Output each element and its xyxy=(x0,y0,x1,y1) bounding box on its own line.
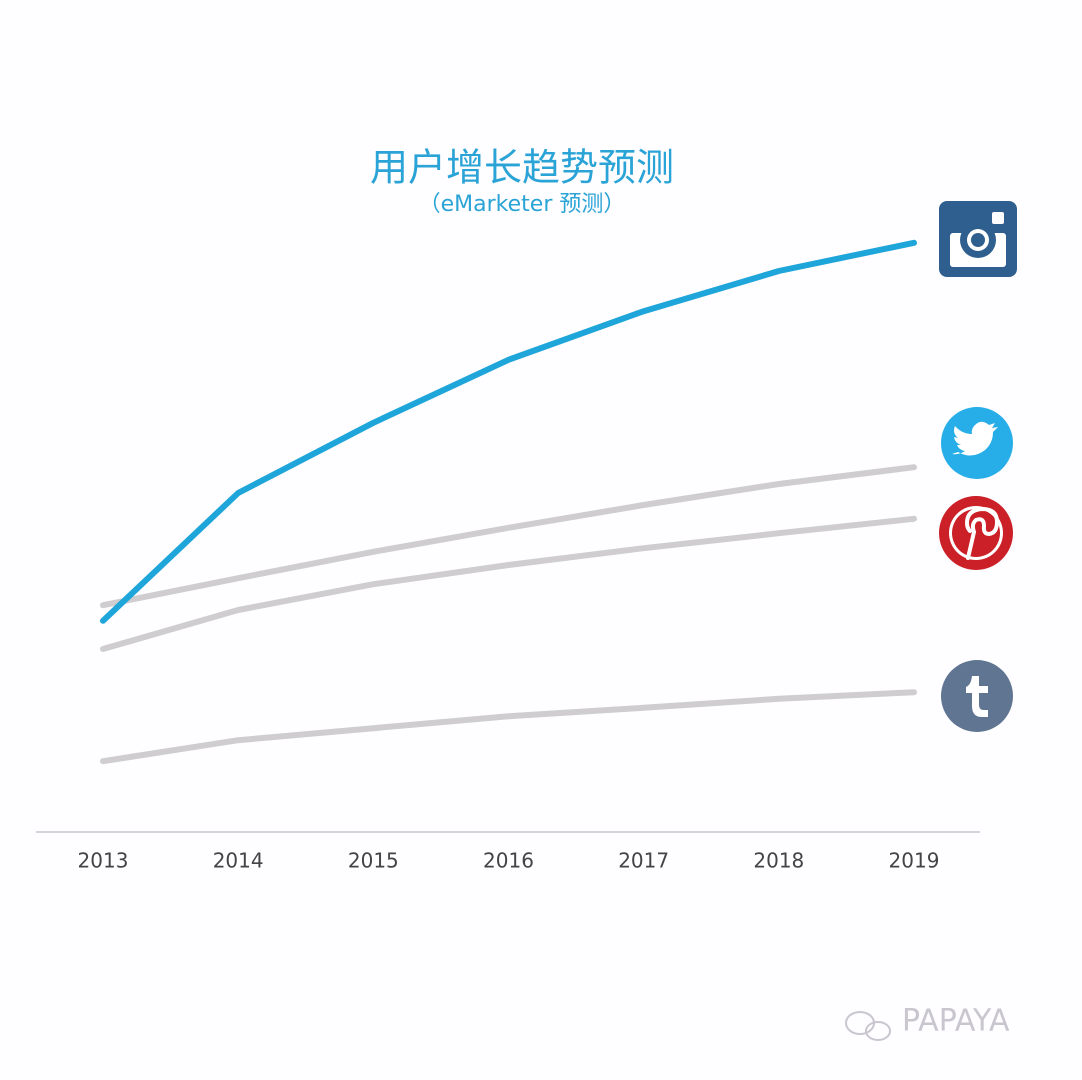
instagram-icon xyxy=(939,201,1017,277)
tumblr-icon xyxy=(941,660,1013,732)
pinterest-icon xyxy=(939,496,1013,570)
x-tick-label: 2015 xyxy=(348,849,399,873)
x-tick-label: 2014 xyxy=(213,849,264,873)
series-line xyxy=(100,239,917,624)
chart-title: 用户增长趋势预测 xyxy=(370,146,674,190)
series-line xyxy=(100,689,917,765)
x-tick-label: 2013 xyxy=(78,849,129,873)
watermark: PAPAYA xyxy=(845,1004,1010,1041)
x-tick-label: 2017 xyxy=(618,849,669,873)
series-line xyxy=(100,464,917,609)
watermark-text: PAPAYA xyxy=(902,1004,1010,1039)
x-tick-label: 2018 xyxy=(753,849,804,873)
x-tick-label: 2016 xyxy=(483,849,534,873)
twitter-icon xyxy=(941,407,1013,479)
series-line xyxy=(100,515,917,652)
x-tick-label: 2019 xyxy=(889,849,940,873)
chart-subtitle: （eMarketer 预测） xyxy=(419,192,626,217)
